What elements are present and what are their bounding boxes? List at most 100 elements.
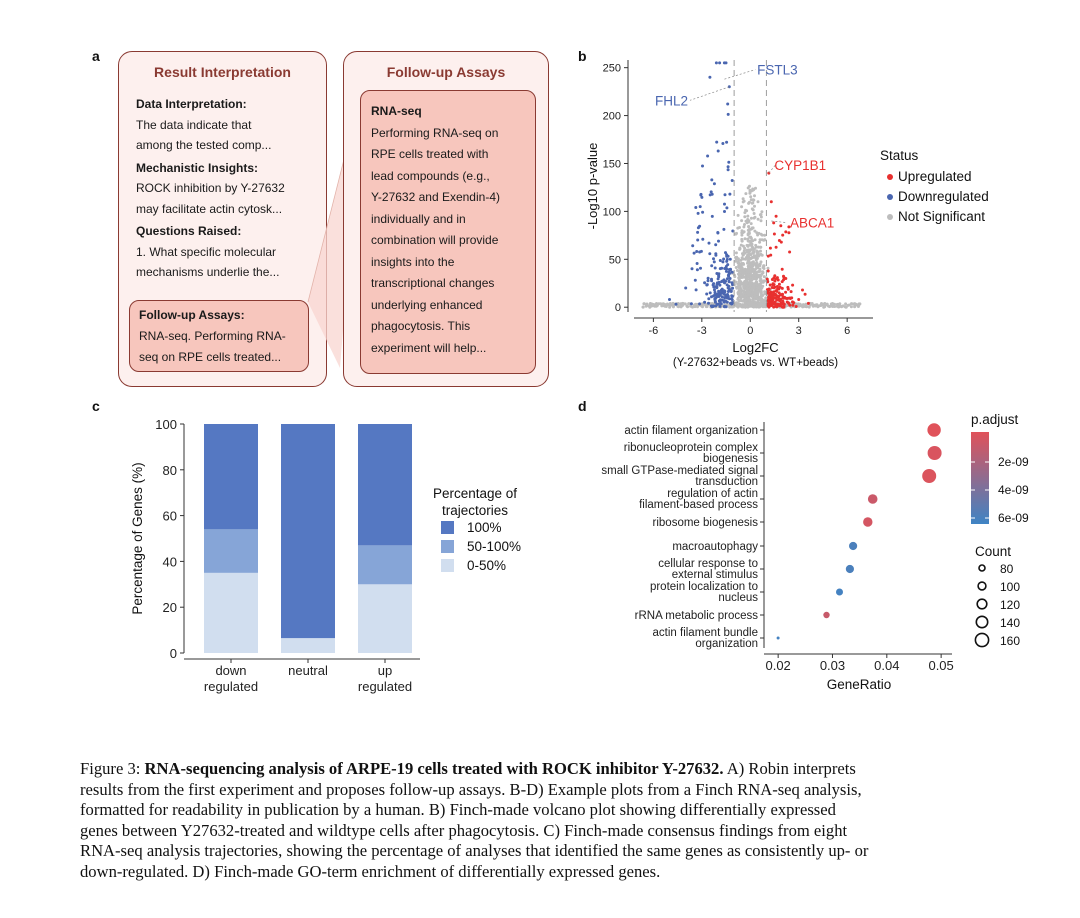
volcano-point [682, 302, 686, 306]
y-tick-label: 20 [163, 600, 177, 615]
term-label: ribosome biogenesis [653, 517, 759, 529]
volcano-point [774, 289, 778, 293]
volcano-point [701, 210, 705, 214]
volcano-point [735, 255, 739, 259]
volcano-point [742, 281, 746, 285]
x-tick-label: regulated [358, 679, 412, 694]
volcano-point [695, 250, 699, 253]
volcano-point [744, 192, 748, 196]
volcano-point [763, 238, 767, 242]
volcano-point [749, 222, 753, 226]
volcano-point [699, 266, 702, 270]
volcano-point [705, 305, 709, 309]
volcano-point [743, 215, 747, 219]
volcano-point [822, 305, 826, 309]
volcano-point [804, 302, 808, 306]
volcano-point [714, 304, 718, 308]
volcano-point [718, 283, 722, 287]
volcano-point [740, 292, 744, 296]
legend-swatch [441, 521, 454, 534]
volcano-point [748, 279, 752, 283]
volcano-point [725, 267, 729, 271]
volcano-point [711, 305, 715, 308]
term-dot [927, 423, 941, 437]
volcano-point [724, 61, 728, 65]
volcano-point [782, 304, 786, 308]
legend-title: trajectories [442, 503, 508, 518]
x-tick-label: neutral [288, 663, 328, 678]
volcano-point [786, 296, 790, 300]
volcano-point [703, 281, 707, 285]
volcano-point [722, 278, 726, 282]
volcano-point [716, 293, 719, 297]
volcano-point [713, 285, 717, 289]
volcano-point [759, 280, 763, 284]
volcano-point [759, 252, 763, 256]
term-label: macroautophagy [672, 541, 758, 553]
volcano-point [728, 305, 732, 309]
volcano-point [740, 233, 744, 237]
volcano-point [740, 271, 744, 275]
volcano-point [806, 301, 810, 305]
volcano-point [756, 266, 760, 270]
volcano-point [723, 210, 726, 213]
annotation-leader [689, 86, 730, 101]
volcano-point [731, 229, 735, 233]
size-legend-label: 140 [1000, 616, 1020, 630]
panel-letter-b: b [578, 48, 587, 64]
volcano-point [751, 255, 755, 259]
volcano-point [718, 293, 722, 297]
volcano-point [740, 205, 744, 209]
volcano-point [750, 207, 754, 211]
volcano-point [781, 300, 785, 304]
volcano-point [708, 252, 712, 256]
volcano-point [847, 303, 851, 307]
volcano-point [743, 223, 746, 226]
volcano-point [728, 277, 732, 280]
volcano-point [746, 244, 750, 248]
volcano-point [772, 305, 776, 309]
term-dot [867, 494, 878, 504]
volcano-point [691, 244, 695, 248]
volcano-point [750, 226, 754, 230]
volcano-point [801, 288, 804, 292]
volcano-point [726, 102, 730, 106]
volcano-point [723, 202, 726, 206]
term-label: transduction [695, 476, 758, 488]
volcano-point [787, 225, 791, 229]
volcano-point [723, 296, 727, 300]
volcano-point [777, 282, 781, 286]
legend-label: 100% [467, 520, 502, 535]
x-tick-label: -6 [648, 325, 658, 337]
volcano-point [756, 200, 760, 204]
volcano-point [758, 213, 762, 217]
figure-caption: Figure 3: RNA-sequencing analysis of ARP… [80, 759, 1045, 883]
volcano-point [716, 149, 720, 153]
volcano-point [742, 268, 746, 272]
volcano-point [663, 302, 667, 306]
volcano-point [749, 216, 753, 220]
volcano-point [762, 275, 766, 279]
volcano-point [757, 289, 761, 293]
volcano-point [745, 209, 749, 213]
volcano-point [655, 302, 658, 305]
y-tick-label: 0 [615, 302, 621, 314]
volcano-point [762, 298, 766, 302]
volcano-point [727, 279, 731, 283]
bar-segment [358, 584, 412, 653]
volcano-point [742, 275, 746, 279]
volcano-point [741, 200, 745, 204]
volcano-point [750, 288, 753, 292]
volcano-point [699, 249, 703, 253]
volcano-point [728, 192, 732, 196]
annotation-abca1: ABCA1 [790, 216, 834, 231]
volcano-point [713, 293, 717, 297]
volcano-point [740, 219, 744, 223]
follow-up-assays-card: Follow-up Assays RNA-seq Performing RNA-… [343, 51, 549, 387]
volcano-point [767, 288, 771, 292]
volcano-point [698, 205, 702, 209]
volcano-point [776, 278, 780, 282]
legend-label: Not Significant [898, 209, 985, 224]
volcano-point [757, 270, 761, 274]
volcano-point [858, 302, 862, 306]
